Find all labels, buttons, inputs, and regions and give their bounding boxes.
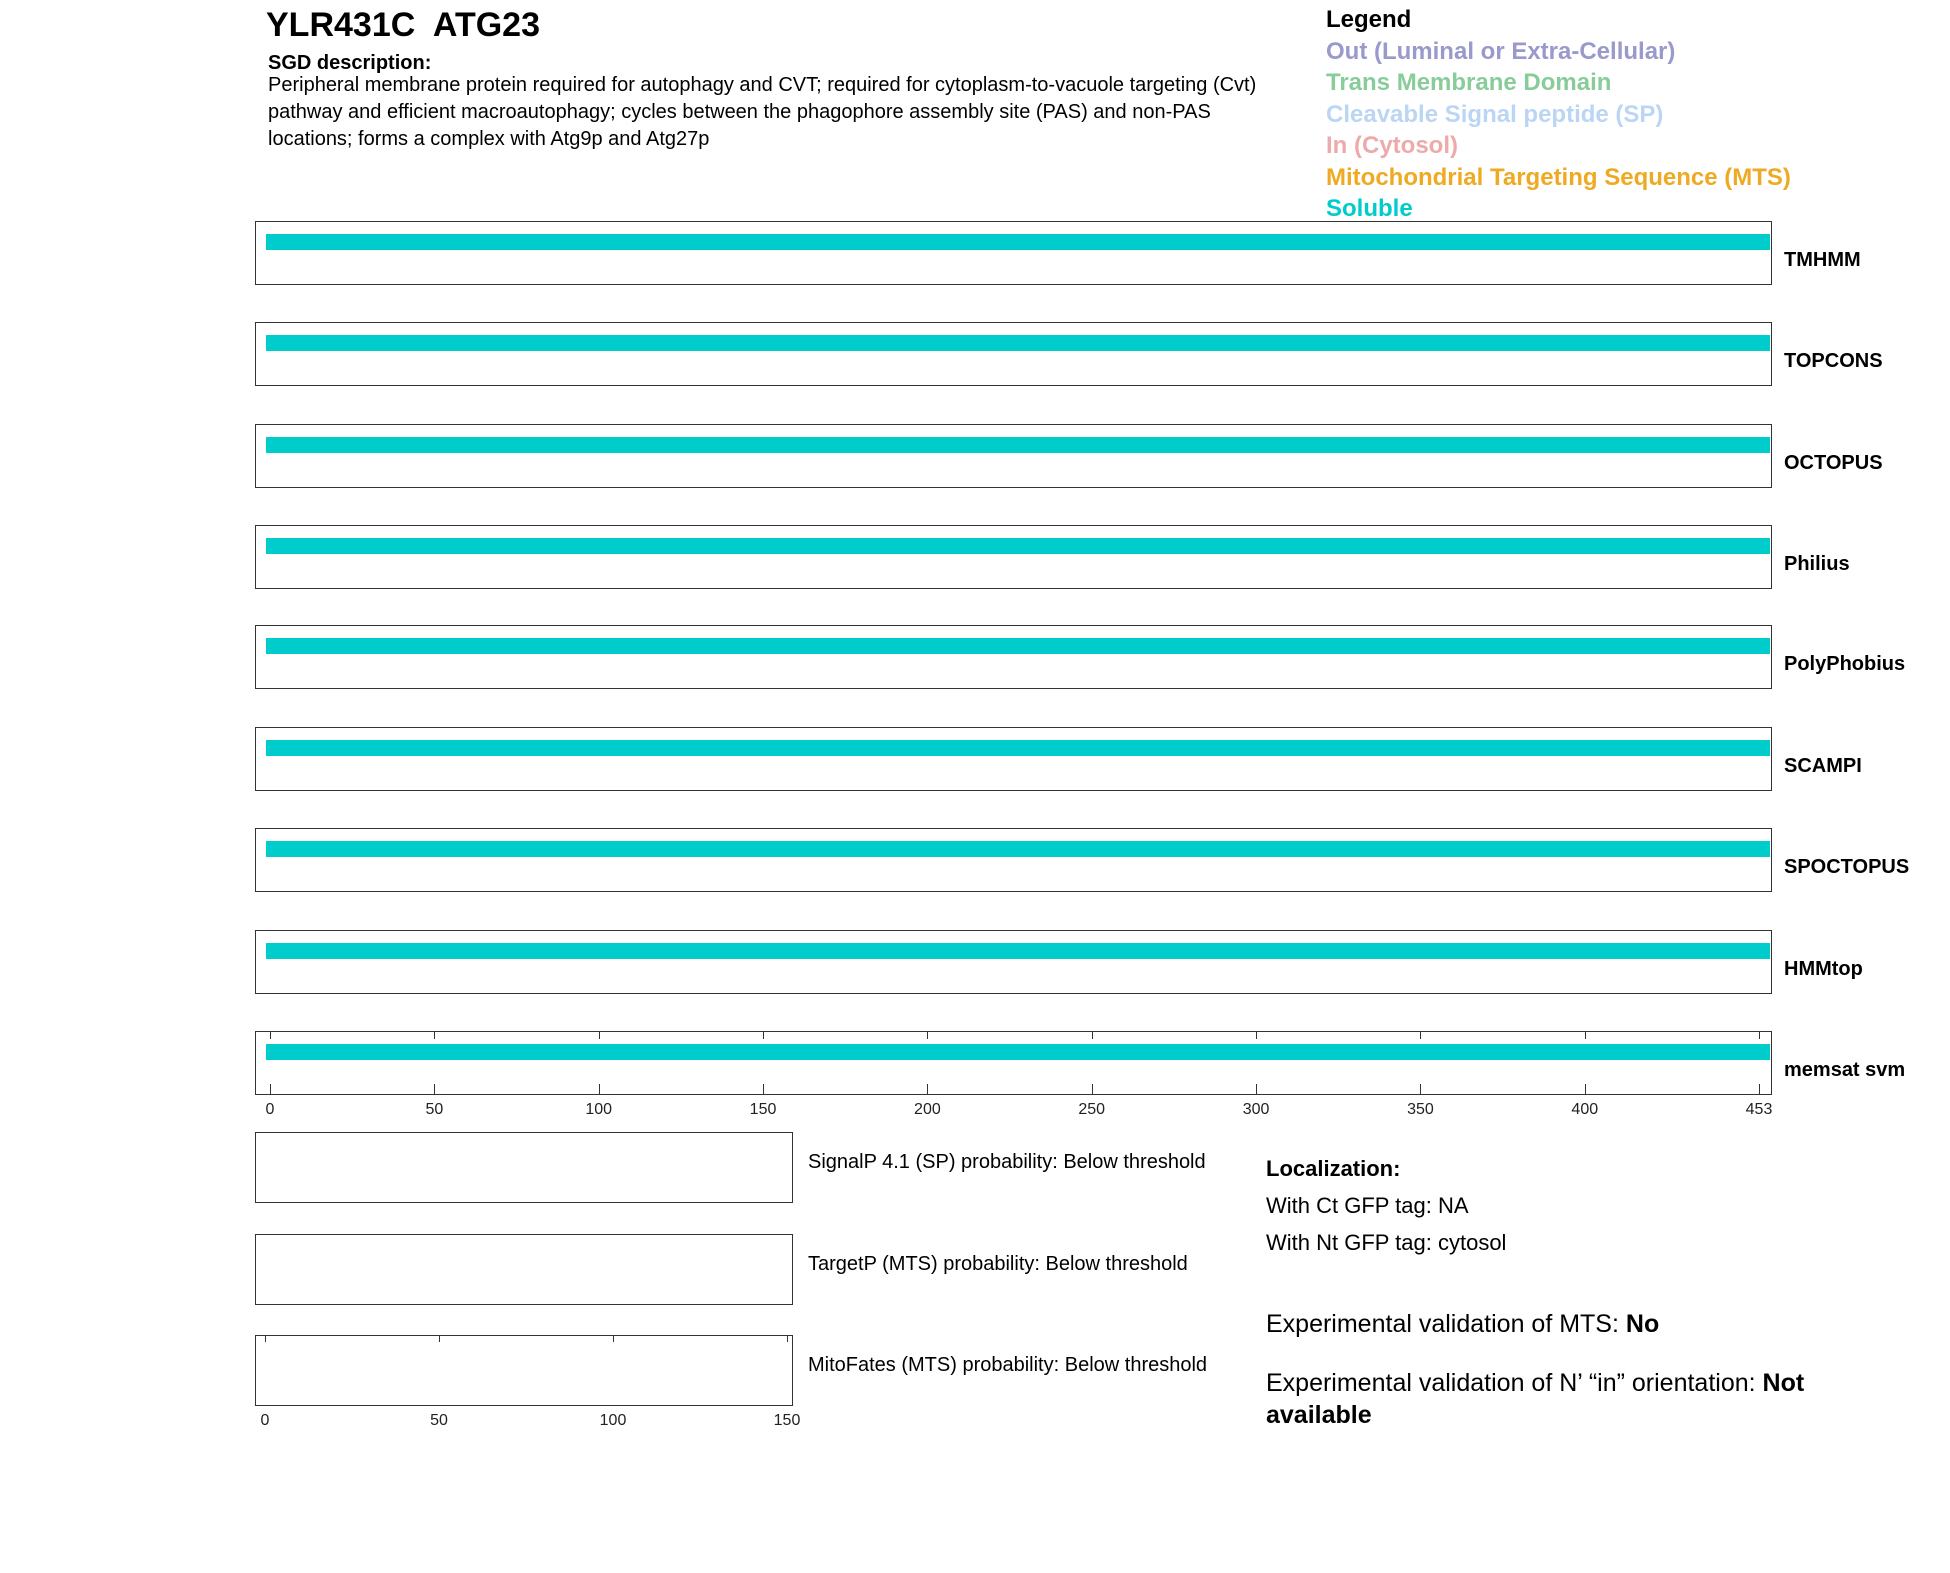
track-segment xyxy=(266,335,1770,351)
x-tick-label: 200 xyxy=(914,1101,941,1118)
legend-item: Soluble xyxy=(1326,195,1413,222)
x-tick-label: 300 xyxy=(1242,1101,1270,1118)
legend-item: Cleavable Signal peptide (SP) xyxy=(1326,100,1664,128)
probability-box xyxy=(255,1335,793,1406)
probability-label: SignalP 4.1 (SP) probability: Below thre… xyxy=(808,1151,1206,1173)
x-tick-label: 400 xyxy=(1571,1101,1599,1118)
x-tick-label: 350 xyxy=(1407,1101,1434,1118)
track-polyphobius xyxy=(255,625,1772,689)
track-segment xyxy=(266,638,1770,654)
localization-heading: Localization: xyxy=(1266,1156,1401,1181)
x-tick xyxy=(1256,1084,1258,1095)
x-tick-label: 250 xyxy=(1078,1101,1106,1118)
track-segment xyxy=(266,943,1770,959)
probability-box xyxy=(255,1132,793,1203)
x-tick xyxy=(598,1031,600,1039)
track-label: TMHMM xyxy=(1784,249,1861,271)
track-segment xyxy=(266,234,1770,250)
x-tick xyxy=(434,1031,436,1039)
x-tick xyxy=(1584,1031,1586,1039)
legend-item: Mitochondrial Targeting Sequence (MTS) xyxy=(1326,163,1791,191)
prob-x-tick-label: 50 xyxy=(430,1412,448,1429)
sgd-description: Peripheral membrane protein required for… xyxy=(268,74,1257,150)
x-tick xyxy=(1091,1031,1093,1039)
track-segment xyxy=(266,1044,1770,1060)
track-segment xyxy=(266,538,1770,554)
track-scampi xyxy=(255,727,1772,791)
legend: Legend Out (Luminal or Extra-Cellular) Tr… xyxy=(1326,4,1791,225)
mts-validation-label: Experimental validation of MTS: xyxy=(1266,1310,1626,1338)
legend-item: Out (Luminal or Extra-Cellular) xyxy=(1326,37,1676,65)
prob-x-tick-label: 0 xyxy=(260,1412,270,1429)
x-tick xyxy=(763,1084,765,1095)
x-tick xyxy=(1420,1084,1422,1095)
x-tick xyxy=(1759,1031,1760,1039)
x-tick xyxy=(434,1084,436,1095)
x-tick-label: 453 xyxy=(1745,1101,1773,1118)
prob-x-tick xyxy=(613,1335,614,1342)
x-tick-label: 150 xyxy=(749,1101,777,1118)
mts-validation-value: No xyxy=(1625,1310,1660,1338)
track-label: SCAMPI xyxy=(1784,755,1862,777)
track-label: TOPCONS xyxy=(1784,350,1883,372)
probability-label: MitoFates (MTS) probability: Below thres… xyxy=(808,1354,1208,1376)
track-segment xyxy=(266,437,1770,453)
x-tick xyxy=(598,1084,600,1095)
track-label: OCTOPUS xyxy=(1784,452,1883,474)
orientation-validation-value: Not available xyxy=(1266,1369,1805,1429)
x-tick-label: 0 xyxy=(265,1101,275,1118)
x-tick xyxy=(763,1031,765,1039)
x-tick xyxy=(1584,1084,1586,1095)
orientation-validation: Experimental validation of N’ “in” orien… xyxy=(1266,1367,1866,1431)
x-tick-label: 100 xyxy=(585,1101,613,1118)
track-hmmtop xyxy=(255,930,1772,994)
legend-item: Trans Membrane Domain xyxy=(1326,69,1612,96)
page-title: YLR431C ATG23 xyxy=(266,6,540,44)
track-memsat-svm xyxy=(255,1031,1772,1095)
x-tick-label: 50 xyxy=(425,1101,444,1118)
track-tmhmm xyxy=(255,221,1772,285)
track-label: PolyPhobius xyxy=(1784,653,1906,675)
track-topcons xyxy=(255,322,1772,386)
track-label: Philius xyxy=(1784,553,1850,575)
x-tick xyxy=(1420,1031,1422,1039)
track-segment xyxy=(266,740,1770,756)
track-label: HMMtop xyxy=(1784,958,1863,980)
mts-validation: Experimental validation of MTS: No xyxy=(1266,1308,1866,1340)
x-tick xyxy=(1759,1084,1760,1095)
probability-label: TargetP (MTS) probability: Below thresho… xyxy=(808,1253,1188,1275)
track-octopus xyxy=(255,424,1772,488)
x-tick xyxy=(927,1084,929,1095)
orientation-validation-label: Experimental validation of N’ “in” orien… xyxy=(1266,1369,1763,1397)
x-tick xyxy=(270,1031,271,1039)
localization-nt: With Nt GFP tag: cytosol xyxy=(1266,1230,1507,1255)
prob-x-tick xyxy=(787,1335,788,1342)
track-segment xyxy=(266,841,1770,857)
prob-x-tick xyxy=(439,1335,440,1342)
track-label: memsat svm xyxy=(1784,1059,1906,1081)
prob-x-tick-label: 150 xyxy=(773,1412,801,1429)
localization-ct: With Ct GFP tag: NA xyxy=(1266,1193,1469,1218)
prob-x-tick xyxy=(265,1335,266,1342)
sgd-heading: SGD description: xyxy=(268,52,432,74)
legend-title: Legend xyxy=(1326,6,1412,33)
x-tick xyxy=(1256,1031,1258,1039)
legend-item: In (Cytosol) xyxy=(1326,132,1458,159)
x-tick xyxy=(1091,1084,1093,1095)
prob-x-tick-label: 100 xyxy=(599,1412,627,1429)
x-tick xyxy=(927,1031,929,1039)
x-tick xyxy=(270,1084,271,1095)
track-label: SPOCTOPUS xyxy=(1784,856,1910,878)
probability-box xyxy=(255,1234,793,1305)
track-philius xyxy=(255,525,1772,589)
localization: Localization: With Ct GFP tag: NA With N… xyxy=(1266,1150,1506,1261)
track-spoctopus xyxy=(255,828,1772,892)
